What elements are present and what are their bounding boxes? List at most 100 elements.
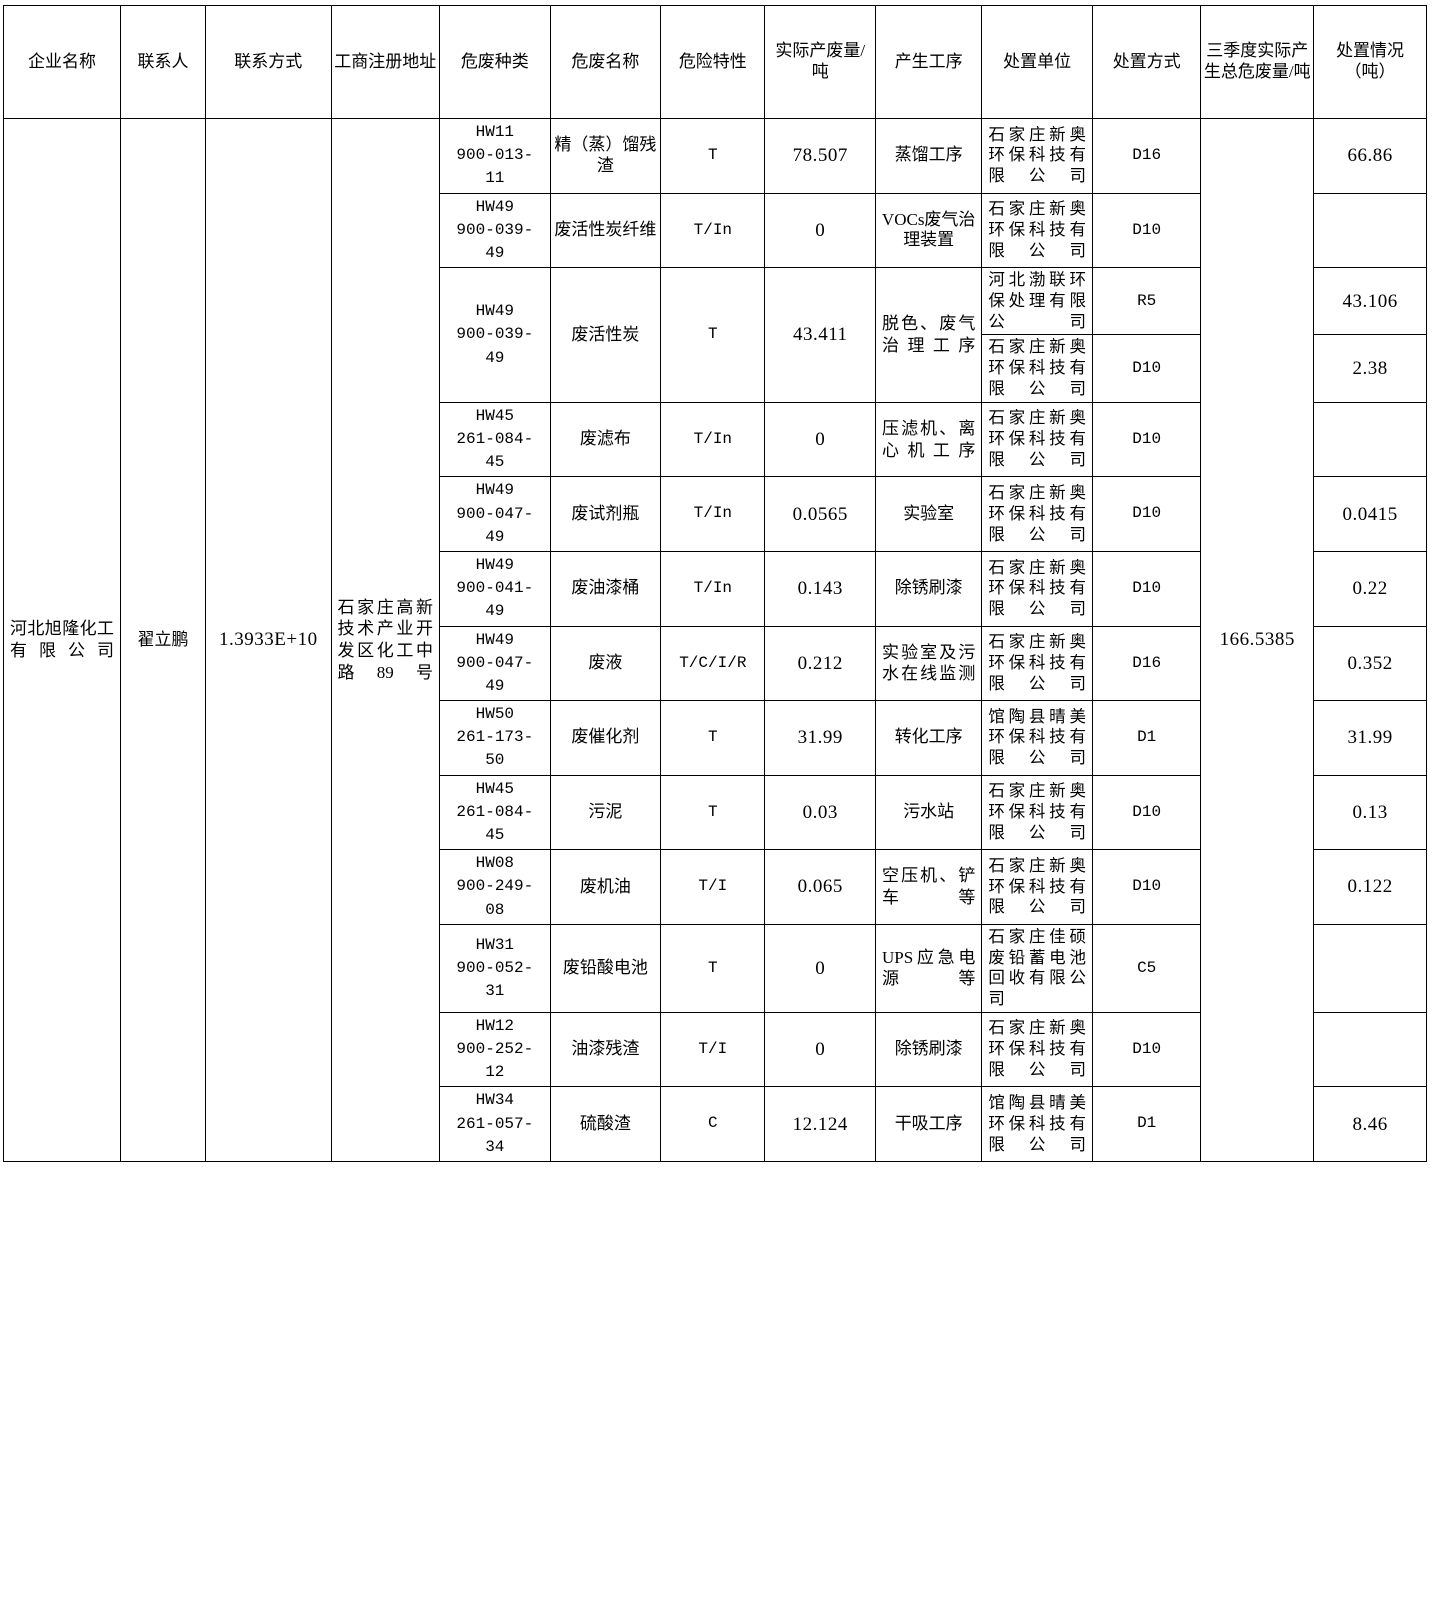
cell-waste-name: 油漆残渣 <box>549 1011 662 1088</box>
hazardous-waste-table: 企业名称 联系人 联系方式 工商注册地址 危废种类 危废名称 危险特性 实际产废… <box>3 5 1427 1162</box>
cell-disposal-unit: 石家庄佳硕废铅蓄电池回收有限公司 <box>981 923 1093 1013</box>
table-row: HW31 900-052- 31 废铅酸电池 T 0 UPS应急电源等 石家庄佳硕废… <box>4 923 1427 1013</box>
cell-disposal-method: D10 <box>1091 192 1202 269</box>
cell-process: 脱色、废气治理工序 <box>875 267 983 403</box>
header-registered-address: 工商注册地址 <box>330 5 441 119</box>
cell-disposal-method: D10 <box>1091 774 1202 851</box>
cell-disposal-unit: 石家庄新奥环保科技有限公司 <box>981 550 1093 627</box>
cell-disposal-method: C5 <box>1091 923 1202 1013</box>
header-disposal-status: 处置情况（吨） <box>1313 5 1427 119</box>
cell-hazard-characteristic: T <box>660 774 766 851</box>
cell-company-name: 河北旭隆化工有限公司 <box>3 118 121 1162</box>
cell-actual-amount: 0.212 <box>764 625 877 702</box>
table-row: 河北旭隆化工有限公司 翟立鹏 1.3933E+10 石家庄高新技术产业开发区化工… <box>3 118 1427 1162</box>
cell-disposal-method: D10 <box>1091 849 1202 925</box>
cell-hazard-characteristic: T <box>660 267 766 403</box>
cell-contact-person: 翟立鹏 <box>119 118 207 1162</box>
cell-disposal-unit: 石家庄新奥环保科技有限公司 <box>981 625 1093 702</box>
header-contact-method: 联系方式 <box>205 5 332 119</box>
table-row: 石家庄新奥环保科技有限公司 D10 2.38 <box>4 334 1427 403</box>
cell-process: 除锈刷漆 <box>875 1011 983 1088</box>
cell-waste-name: 精（蒸）馏残渣 <box>549 118 662 194</box>
cell-actual-amount: 0.065 <box>764 849 877 925</box>
header-contact-person: 联系人 <box>119 5 207 119</box>
cell-process: UPS应急电源等 <box>875 923 983 1013</box>
hazardous-waste-report-sheet: 企业名称 联系人 联系方式 工商注册地址 危废种类 危废名称 危险特性 实际产废… <box>0 5 1434 1605</box>
cell-actual-amount: 0 <box>764 192 877 269</box>
cell-contact-phone: 1.3933E+10 <box>205 118 332 1162</box>
cell-process: 实验室 <box>875 476 983 552</box>
cell-waste-name: 废活性炭纤维 <box>549 192 662 269</box>
cell-disposal-unit: 馆陶县晴美环保科技有限公司 <box>981 700 1093 776</box>
cell-waste-code: HW45 261-084- 45 <box>439 401 551 478</box>
cell-waste-code: HW12 900-252- 12 <box>439 1011 551 1088</box>
cell-process: 干吸工序 <box>875 1086 983 1162</box>
cell-waste-code: HW49 900-039- 49 <box>439 192 551 269</box>
cell-actual-amount: 78.507 <box>764 118 877 194</box>
cell-disposal-amount: 0.0415 <box>1313 476 1427 552</box>
cell-disposal-unit: 馆陶县晴美环保科技有限公司 <box>981 1086 1093 1162</box>
cell-waste-name: 废滤布 <box>549 401 662 478</box>
table-row: HW08 900-249- 08 废机油 T/I 0.065 空压机、铲车等 石家庄… <box>4 849 1427 925</box>
cell-waste-name: 废油漆桶 <box>549 550 662 627</box>
table-row: HW49 900-047- 49 废试剂瓶 T/In 0.0565 实验室 石家庄新… <box>4 476 1427 552</box>
cell-actual-amount: 0 <box>764 401 877 478</box>
cell-disposal-method: D16 <box>1091 625 1202 702</box>
cell-disposal-amount: 0.352 <box>1313 625 1427 702</box>
cell-disposal-method: D10 <box>1091 334 1202 403</box>
cell-waste-code: HW34 261-057- 34 <box>439 1086 551 1162</box>
cell-disposal-amount: 43.106 <box>1313 267 1427 336</box>
cell-actual-amount: 43.411 <box>764 267 877 403</box>
cell-disposal-unit: 石家庄新奥环保科技有限公司 <box>981 849 1093 925</box>
cell-waste-code: HW49 900-047- 49 <box>439 625 551 702</box>
cell-process: 转化工序 <box>875 700 983 776</box>
cell-hazard-characteristic: T/I <box>660 1011 766 1088</box>
cell-disposal-amount <box>1313 1011 1427 1088</box>
cell-waste-name: 废试剂瓶 <box>549 476 662 552</box>
cell-process: 污水站 <box>875 774 983 851</box>
cell-quarter-total: 166.5385 <box>1200 118 1315 1162</box>
cell-waste-code: HW49 900-041- 49 <box>439 550 551 627</box>
cell-process: 蒸馏工序 <box>875 118 983 194</box>
header-hazard-characteristic: 危险特性 <box>660 5 766 119</box>
cell-disposal-unit: 河北渤联环保处理有限公司 <box>981 267 1093 336</box>
cell-disposal-method: D1 <box>1091 700 1202 776</box>
cell-hazard-characteristic: T/I <box>660 849 766 925</box>
cell-hazard-characteristic: T/C/I/R <box>660 625 766 702</box>
header-quarter-total: 三季度实际产生总危废量/吨 <box>1200 5 1315 119</box>
cell-disposal-amount: 2.38 <box>1313 334 1427 403</box>
cell-disposal-amount: 0.122 <box>1313 849 1427 925</box>
cell-disposal-unit: 石家庄新奥环保科技有限公司 <box>981 774 1093 851</box>
cell-waste-name: 污泥 <box>549 774 662 851</box>
cell-hazard-characteristic: T/In <box>660 476 766 552</box>
header-company-name: 企业名称 <box>3 5 121 119</box>
cell-hazard-characteristic: T/In <box>660 550 766 627</box>
table-row: HW50 261-173- 50 废催化剂 T 31.99 转化工序 馆陶县晴美环保… <box>4 700 1427 776</box>
cell-actual-amount: 0.143 <box>764 550 877 627</box>
table-body: 河北旭隆化工有限公司 翟立鹏 1.3933E+10 石家庄高新技术产业开发区化工… <box>3 118 1427 1162</box>
cell-disposal-unit: 石家庄新奥环保科技有限公司 <box>981 334 1093 403</box>
cell-disposal-amount <box>1313 401 1427 478</box>
cell-waste-name: 废液 <box>549 625 662 702</box>
cell-hazard-characteristic: T <box>660 700 766 776</box>
cell-registered-address: 石家庄高新技术产业开发区化工中路89号 <box>330 118 441 1162</box>
cell-actual-amount: 0.0565 <box>764 476 877 552</box>
cell-waste-name: 废活性炭 <box>549 267 662 403</box>
cell-disposal-method: D10 <box>1091 550 1202 627</box>
cell-hazard-characteristic: T/In <box>660 192 766 269</box>
cell-disposal-amount: 0.22 <box>1313 550 1427 627</box>
cell-disposal-amount <box>1313 923 1427 1013</box>
cell-disposal-unit: 石家庄新奥环保科技有限公司 <box>981 476 1093 552</box>
header-disposal-method: 处置方式 <box>1091 5 1202 119</box>
table-row: HW49 900-047- 49 废液 T/C/I/R 0.212 实验室及污水在线… <box>4 625 1427 702</box>
cell-disposal-amount: 0.13 <box>1313 774 1427 851</box>
cell-disposal-method: R5 <box>1091 267 1202 336</box>
cell-disposal-amount: 8.46 <box>1313 1086 1427 1162</box>
cell-disposal-amount: 66.86 <box>1313 118 1427 194</box>
cell-disposal-method: D10 <box>1091 401 1202 478</box>
table-row: HW34 261-057- 34 硫酸渣 C 12.124 干吸工序 馆陶县晴美环保… <box>4 1086 1427 1162</box>
table-row: HW49 900-039- 49 废活性炭纤维 T/In 0 VOCs废气治理装置 … <box>4 192 1427 269</box>
header-actual-amount: 实际产废量/吨 <box>764 5 877 119</box>
cell-disposal-unit: 石家庄新奥环保科技有限公司 <box>981 1011 1093 1088</box>
header-process: 产生工序 <box>875 5 983 119</box>
